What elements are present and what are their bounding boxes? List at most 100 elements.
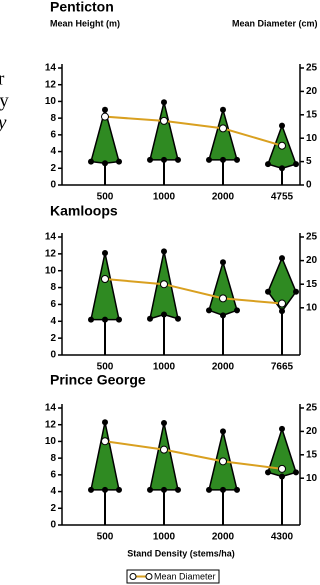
diameter-point	[160, 445, 168, 454]
y-tick-label: 8	[50, 113, 56, 124]
crown-dot	[147, 486, 153, 493]
crown-dot	[234, 486, 240, 493]
y-tick-label: 0	[50, 520, 56, 531]
y-tick-label: 10	[45, 265, 57, 276]
diameter-point	[278, 141, 286, 150]
legend-marker	[129, 573, 137, 580]
y-tick-label: 4	[50, 146, 56, 157]
crown-dot	[175, 156, 181, 163]
diameter-point	[101, 437, 109, 446]
y2-tick-label: 20	[306, 86, 318, 97]
diameter-point	[219, 124, 227, 133]
margin-text: y	[0, 112, 7, 133]
legend-marker	[145, 573, 153, 580]
y-tick-label: 14	[45, 232, 57, 243]
diameter-point	[101, 275, 109, 284]
y-tick-label: 6	[50, 299, 56, 310]
top-dot	[102, 106, 108, 113]
diameter-point	[278, 299, 286, 308]
crown-dot	[175, 486, 181, 493]
top-dot	[102, 250, 108, 257]
crown-dot	[147, 315, 153, 322]
x-tick-label: 4300	[271, 532, 294, 543]
crown-dot	[265, 161, 271, 168]
base-dot	[161, 486, 167, 493]
diameter-line	[104, 440, 283, 470]
top-dot	[220, 259, 226, 266]
base-dot	[279, 473, 285, 480]
y2-tick-label: 25	[306, 63, 318, 74]
diameter-point	[219, 457, 227, 466]
crown-dot	[234, 156, 240, 163]
top-dot	[279, 122, 285, 129]
y2-tick-label: 15	[306, 279, 318, 290]
top-dot	[279, 255, 285, 262]
crown-dot	[88, 158, 94, 165]
crown-dot	[265, 288, 271, 295]
y2-tick-label: 10	[306, 302, 318, 313]
y-tick-label: 2	[50, 503, 56, 514]
y-axis-label: Mean Height (m)	[50, 18, 120, 28]
diameter-line	[104, 115, 283, 147]
y2-tick-label: 20	[306, 255, 318, 266]
y2-tick-label: 0	[306, 180, 312, 191]
crown-dot	[293, 161, 299, 168]
crown	[90, 252, 120, 321]
diameter-line	[104, 278, 283, 305]
panel-title: Kamloops	[50, 203, 118, 219]
y-tick-label: 6	[50, 469, 56, 480]
base-dot	[220, 486, 226, 493]
margin-text: r	[0, 68, 5, 89]
crown-dot	[234, 307, 240, 314]
y-tick-label: 14	[45, 403, 57, 414]
crown-dot	[116, 158, 122, 165]
x-tick-label: 1000	[153, 532, 176, 543]
y2-tick-label: 15	[306, 109, 318, 120]
crown	[208, 106, 238, 161]
base-dot	[102, 160, 108, 167]
y2-tick-label: 10	[306, 473, 318, 484]
crown	[208, 259, 238, 317]
margin-text: ty	[0, 90, 9, 111]
y-tick-label: 12	[45, 419, 57, 430]
top-dot	[161, 420, 167, 427]
panel-title: Prince George	[50, 372, 146, 388]
y-tick-label: 8	[50, 453, 56, 464]
base-dot	[220, 156, 226, 163]
x-tick-label: 2000	[212, 362, 235, 373]
base-dot	[220, 312, 226, 319]
top-dot	[279, 425, 285, 432]
crown-dot	[88, 486, 94, 493]
y-tick-label: 2	[50, 333, 56, 344]
y-tick-label: 8	[50, 282, 56, 293]
crown	[90, 422, 120, 491]
crown-dot	[206, 156, 212, 163]
x-tick-label: 500	[97, 362, 114, 373]
y2-tick-label: 15	[306, 449, 318, 460]
x-tick-label: 500	[97, 532, 114, 543]
crown-dot	[206, 307, 212, 314]
base-dot	[279, 308, 285, 315]
base-dot	[102, 316, 108, 323]
top-dot	[220, 428, 226, 435]
diameter-point	[278, 464, 286, 473]
y-tick-label: 2	[50, 163, 56, 174]
y-tick-label: 12	[45, 79, 57, 90]
y-tick-label: 14	[45, 63, 57, 74]
y2-tick-label: 20	[306, 426, 318, 437]
y2-tick-label: 5	[306, 156, 312, 167]
legend-label: Mean Diameter	[154, 571, 216, 581]
base-dot	[161, 156, 167, 163]
y-tick-label: 6	[50, 129, 56, 140]
diameter-point	[101, 112, 109, 121]
crown-dot	[175, 315, 181, 322]
y-tick-label: 10	[45, 96, 57, 107]
crown-dot	[116, 316, 122, 323]
panel-title: Penticton	[50, 0, 114, 15]
crown-dot	[116, 486, 122, 493]
base-dot	[102, 486, 108, 493]
top-dot	[161, 99, 167, 106]
crown-dot	[88, 316, 94, 323]
crown-dot	[293, 288, 299, 295]
